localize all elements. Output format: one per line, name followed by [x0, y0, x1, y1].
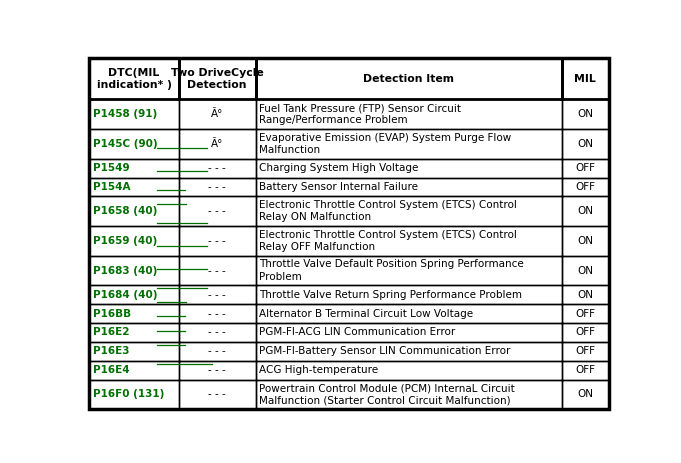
Text: - - -: - - - [208, 346, 226, 357]
Text: MIL: MIL [575, 74, 596, 84]
Text: - - -: - - - [208, 389, 226, 400]
Text: Fuel Tank Pressure (FTP) Sensor Circuit
Range/Performance Problem: Fuel Tank Pressure (FTP) Sensor Circuit … [259, 103, 461, 125]
Text: Ã°: Ã° [211, 109, 223, 119]
Text: - - -: - - - [208, 290, 226, 300]
Text: ACG High-temperature: ACG High-temperature [259, 365, 378, 375]
Text: P145C (90): P145C (90) [93, 139, 157, 149]
Text: ON: ON [577, 109, 593, 119]
Text: ON: ON [577, 206, 593, 216]
Text: - - -: - - - [208, 206, 226, 216]
Text: OFF: OFF [575, 163, 595, 173]
Text: P1549: P1549 [93, 163, 129, 173]
Text: - - -: - - - [208, 327, 226, 338]
Text: Battery Sensor Internal Failure: Battery Sensor Internal Failure [259, 182, 417, 192]
Text: - - -: - - - [208, 309, 226, 319]
Text: ON: ON [577, 266, 593, 275]
Text: ON: ON [577, 290, 593, 300]
Text: - - -: - - - [208, 365, 226, 375]
Text: PGM-FI-ACG LIN Communication Error: PGM-FI-ACG LIN Communication Error [259, 327, 455, 338]
Text: P1683 (40): P1683 (40) [93, 266, 157, 275]
Text: OFF: OFF [575, 309, 595, 319]
Text: - - -: - - - [208, 266, 226, 275]
Text: OFF: OFF [575, 346, 595, 357]
Text: Charging System High Voltage: Charging System High Voltage [259, 163, 418, 173]
Text: P1659 (40): P1659 (40) [93, 236, 157, 246]
Text: OFF: OFF [575, 327, 595, 338]
Text: P16BB: P16BB [93, 309, 131, 319]
Text: ON: ON [577, 139, 593, 149]
Text: Throttle Valve Return Spring Performance Problem: Throttle Valve Return Spring Performance… [259, 290, 522, 300]
Text: Throttle Valve Default Position Spring Performance
Problem: Throttle Valve Default Position Spring P… [259, 259, 524, 282]
Text: P1684 (40): P1684 (40) [93, 290, 157, 300]
Text: - - -: - - - [208, 236, 226, 246]
Text: - - -: - - - [208, 182, 226, 192]
Text: P1658 (40): P1658 (40) [93, 206, 157, 216]
Text: DTC(MIL
indication* ): DTC(MIL indication* ) [97, 68, 172, 90]
Text: P16F0 (131): P16F0 (131) [93, 389, 164, 400]
Text: Alternator B Terminal Circuit Low Voltage: Alternator B Terminal Circuit Low Voltag… [259, 309, 473, 319]
Text: Two DriveCycle
Detection: Two DriveCycle Detection [171, 68, 264, 90]
Text: Evaporative Emission (EVAP) System Purge Flow
Malfunction: Evaporative Emission (EVAP) System Purge… [259, 133, 511, 155]
Text: Powertrain Control Module (PCM) InternaL Circuit
Malfunction (Starter Control Ci: Powertrain Control Module (PCM) InternaL… [259, 383, 514, 406]
Text: P16E2: P16E2 [93, 327, 129, 338]
Text: ON: ON [577, 389, 593, 400]
Text: Electronic Throttle Control System (ETCS) Control
Relay OFF Malfunction: Electronic Throttle Control System (ETCS… [259, 230, 517, 252]
Text: - - -: - - - [208, 163, 226, 173]
Text: Ã°: Ã° [211, 139, 223, 149]
Text: P16E3: P16E3 [93, 346, 129, 357]
Text: Detection Item: Detection Item [363, 74, 454, 84]
Text: P16E4: P16E4 [93, 365, 129, 375]
Text: P1458 (91): P1458 (91) [93, 109, 157, 119]
Text: PGM-FI-Battery Sensor LIN Communication Error: PGM-FI-Battery Sensor LIN Communication … [259, 346, 510, 357]
Text: ON: ON [577, 236, 593, 246]
Text: P154A: P154A [93, 182, 130, 192]
Text: OFF: OFF [575, 365, 595, 375]
Text: Electronic Throttle Control System (ETCS) Control
Relay ON Malfunction: Electronic Throttle Control System (ETCS… [259, 200, 517, 222]
Text: OFF: OFF [575, 182, 595, 192]
